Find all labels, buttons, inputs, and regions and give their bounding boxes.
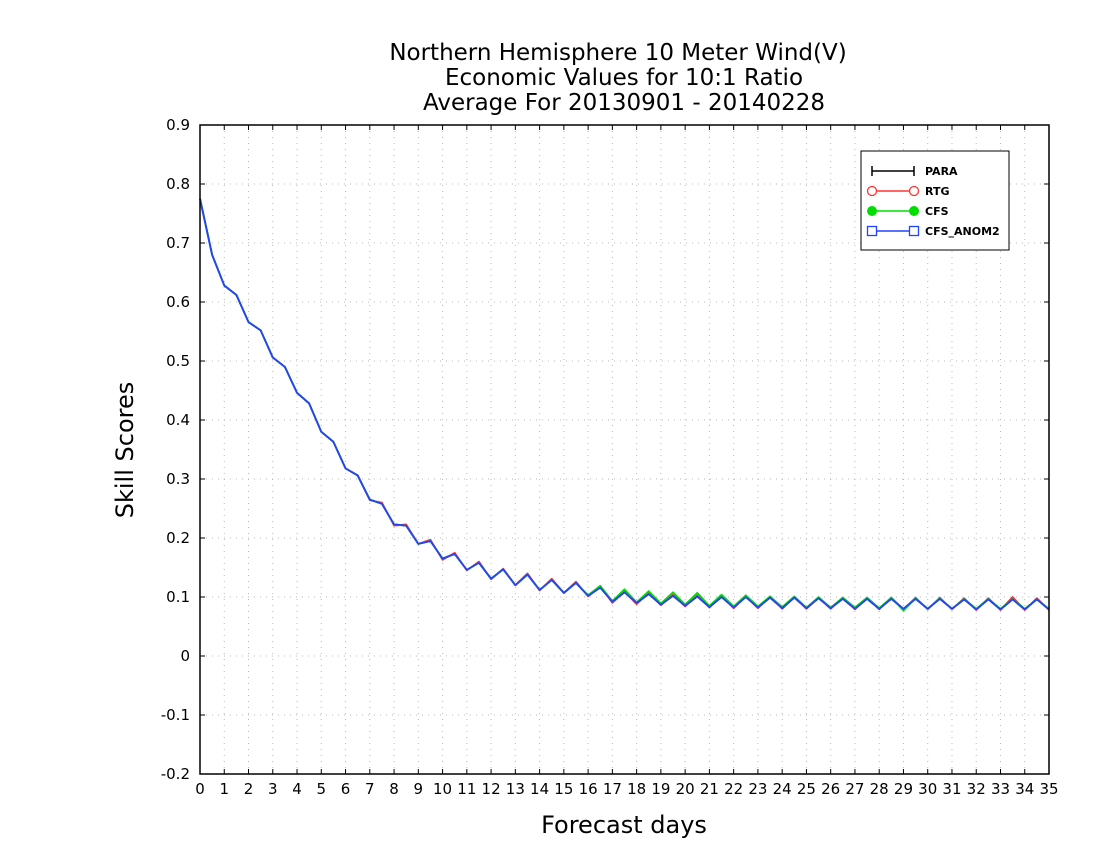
x-tick-label: 8 [389,780,399,798]
y-tick-label: 0.6 [166,293,190,311]
chart-title-line-2: Economic Values for 10:1 Ratio [445,65,803,91]
plot-frame [199,124,1050,775]
chart-title-line-1: Northern Hemisphere 10 Meter Wind(V) [389,40,846,66]
x-tick-label: 28 [870,780,889,798]
legend-label-cfs: CFS [925,205,949,218]
x-tick-label: 26 [821,780,840,798]
legend-marker-cfs-anom2 [908,225,920,237]
x-tick-label: 2 [244,780,254,798]
x-tick-label: 21 [700,780,719,798]
y-tick-label: 0.2 [166,529,190,547]
y-axis-label: Skill Scores [111,382,139,519]
x-tick-label: 33 [991,780,1010,798]
legend-marker-rtg [908,185,920,197]
x-tick-label: 0 [195,780,205,798]
y-tick-label: -0.1 [161,706,190,724]
x-tick-label: 17 [603,780,622,798]
y-tick-label: 0.5 [166,352,190,370]
chart-title: Northern Hemisphere 10 Meter Wind(V) Eco… [389,40,846,116]
x-tick-label: 29 [894,780,913,798]
x-tick-label: 32 [967,780,986,798]
legend-marker-cfs [867,206,877,216]
x-tick-label: 13 [506,780,525,798]
x-tick-label: 1 [219,780,229,798]
x-tick-label: 5 [317,780,327,798]
x-tick-label: 20 [676,780,695,798]
y-tick-label: 0 [180,647,190,665]
x-tick-label: 7 [365,780,375,798]
series-line-para [199,198,1050,611]
x-tick-label: 4 [292,780,302,798]
y-tick-label: 0.3 [166,470,190,488]
x-tick-label: 24 [773,780,792,798]
legend: PARA RTG CFS CFS_ANOM2 [860,150,1010,251]
x-tick-label: 14 [530,780,549,798]
x-tick-label: 11 [457,780,476,798]
x-tick-label: 35 [1039,780,1058,798]
series-line-rtg [199,198,1050,611]
legend-label-rtg: RTG [925,185,950,198]
x-tick-label: 34 [1015,780,1034,798]
x-tick-label: 23 [748,780,767,798]
x-tick-label: 6 [341,780,351,798]
x-tick-label: 31 [942,780,961,798]
grid-lines [200,125,1049,774]
legend-marker-cfs-anom2 [866,225,878,237]
legend-box [860,150,1010,251]
x-axis-label: Forecast days [541,811,707,839]
y-tick-label: 0.1 [166,588,190,606]
x-tick-label: 3 [268,780,278,798]
series-line-cfs-anom2 [199,198,1050,611]
y-tick-label: 0.9 [166,116,190,134]
x-tick-label: 10 [433,780,452,798]
y-tick-label: 0.4 [166,411,190,429]
series-line-cfs [199,198,1050,612]
y-tick-label: 0.8 [166,175,190,193]
x-tick-label: 30 [918,780,937,798]
x-tick-label: 12 [482,780,501,798]
x-tick-label: 27 [845,780,864,798]
y-tick-label: 0.7 [166,234,190,252]
legend-label-para: PARA [925,165,958,178]
legend-marker-rtg [866,185,878,197]
legend-label-cfs-anom2: CFS_ANOM2 [925,225,1000,238]
x-tick-label: 15 [554,780,573,798]
legend-marker-cfs [909,206,919,216]
x-tick-label: 9 [414,780,424,798]
x-tick-label: 16 [579,780,598,798]
series-layer [199,198,1050,612]
x-tick-label: 18 [627,780,646,798]
chart-title-line-3: Average For 20130901 - 20140228 [423,90,825,116]
x-tick-label: 22 [724,780,743,798]
x-tick-label: 19 [651,780,670,798]
axis-ticks: 0 1 2 3 4 5 6 7 8 9 10 11 12 13 14 15 16 17 18 19 20 21 22 23 24… [161,116,1059,798]
x-tick-label: 25 [797,780,816,798]
y-tick-label: -0.2 [161,765,190,783]
